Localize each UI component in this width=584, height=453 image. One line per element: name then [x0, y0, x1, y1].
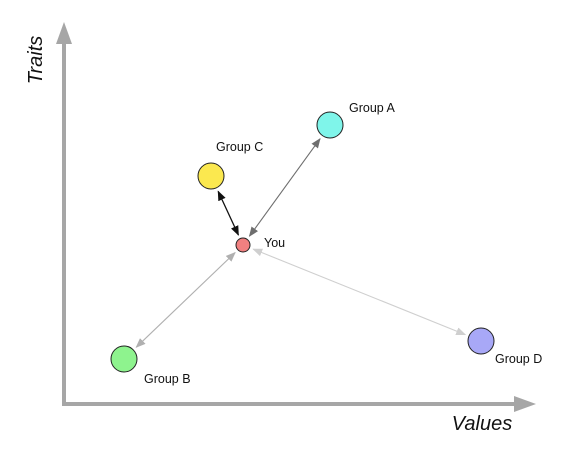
group-c-node[interactable]: [197, 162, 225, 190]
nodes: Group A Group C You Group B Group D: [110, 101, 542, 386]
you-label: You: [264, 236, 285, 250]
you-node[interactable]: [235, 237, 251, 253]
x-axis-arrowhead: [514, 396, 536, 412]
group-b-label: Group B: [144, 372, 191, 386]
connection-you-group-a: [248, 137, 321, 237]
group-b-node[interactable]: [110, 345, 138, 373]
group-a-node[interactable]: [316, 111, 344, 139]
group-a-label: Group A: [349, 101, 396, 115]
connection-you-group-c: [217, 190, 239, 236]
group-d-label: Group D: [495, 352, 542, 366]
y-axis-arrowhead: [56, 22, 72, 44]
group-c-label: Group C: [216, 140, 263, 154]
connection-you-group-b: [135, 251, 236, 348]
y-axis-title: Traits: [25, 36, 47, 85]
connections: [135, 137, 467, 348]
connection-you-group-d: [252, 248, 467, 336]
x-axis-title: Values: [452, 413, 512, 435]
group-d-node[interactable]: [467, 327, 495, 355]
axes: Traits Values: [25, 22, 536, 435]
